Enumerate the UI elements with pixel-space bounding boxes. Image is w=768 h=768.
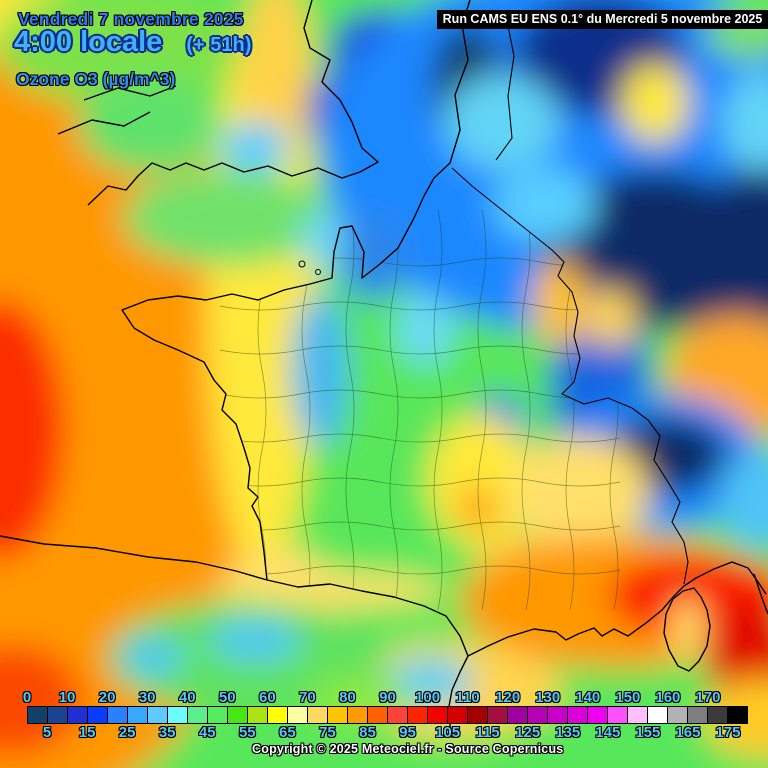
scale-tick-label: 160: [655, 689, 681, 706]
scale-cell: [527, 706, 548, 724]
scale-cell: [647, 706, 668, 724]
scale-tick-label: 130: [535, 689, 561, 706]
scale-cell: [287, 706, 308, 724]
scale-tick-label: 5: [42, 724, 52, 741]
scale-tick-label: 50: [218, 689, 236, 706]
color-scale: [27, 706, 748, 724]
scale-tick-label: 120: [495, 689, 521, 706]
parameter-label: Ozone O3 (µg/m^3): [16, 69, 176, 89]
scale-cell: [727, 706, 748, 724]
scale-cell: [147, 706, 168, 724]
scale-tick-label: 105: [435, 724, 461, 741]
scale-tick-label: 10: [58, 689, 76, 706]
local-time-label: 4:00 locale: [14, 26, 163, 58]
scale-cell: [627, 706, 648, 724]
scale-cell: [27, 706, 48, 724]
scale-cell: [47, 706, 68, 724]
country-borders: [451, 15, 689, 585]
scale-cell: [507, 706, 528, 724]
scale-cell: [107, 706, 128, 724]
coastlines: [0, 0, 768, 739]
channel-island: [298, 260, 306, 268]
scale-cell: [407, 706, 428, 724]
scale-cell: [427, 706, 448, 724]
scale-cell: [167, 706, 188, 724]
scale-cell: [587, 706, 608, 724]
scale-tick-label: 150: [615, 689, 641, 706]
scale-cell: [487, 706, 508, 724]
scale-tick-label: 30: [138, 689, 156, 706]
scale-cell: [227, 706, 248, 724]
scale-tick-label: 80: [339, 689, 356, 706]
scale-tick-label: 60: [258, 689, 276, 706]
scale-cell: [607, 706, 628, 724]
scale-tick-label: 45: [198, 724, 216, 741]
copyright-label: Copyright © 2025 Meteociel.fr - Source C…: [252, 742, 564, 756]
scale-tick-label: 95: [399, 724, 416, 741]
scale-tick-label: 85: [359, 724, 376, 741]
scale-tick-label: 90: [379, 689, 396, 706]
scale-cell: [687, 706, 708, 724]
forecast-offset-label: (+ 51h): [186, 34, 252, 56]
scale-tick-label: 25: [118, 724, 136, 741]
scale-tick-label: 75: [319, 724, 336, 741]
scale-tick-label: 175: [715, 724, 741, 741]
scale-tick-label: 110: [455, 689, 480, 706]
scale-cell: [327, 706, 348, 724]
scale-tick-label: 15: [78, 724, 96, 741]
scale-tick-label: 55: [238, 724, 256, 741]
scale-tick-label: 135: [555, 724, 581, 741]
scale-cell: [207, 706, 228, 724]
scale-tick-label: 35: [158, 724, 176, 741]
scale-cell: [367, 706, 388, 724]
scale-top-labels: 0 10 20 30 40 50 60 70 80 90 100 110 120 130 140 150 160…: [0, 689, 768, 706]
scale-cell: [547, 706, 568, 724]
scale-cell: [447, 706, 468, 724]
scale-tick-label: 165: [675, 724, 701, 741]
scale-cell: [307, 706, 328, 724]
scale-tick-label: 170: [695, 689, 721, 706]
scale-tick-label: 100: [415, 689, 441, 706]
scale-tick-label: 0: [22, 689, 32, 706]
scale-cell: [467, 706, 488, 724]
scale-tick-label: 20: [98, 689, 116, 706]
scale-tick-label: 155: [635, 724, 661, 741]
scale-tick-label: 125: [515, 724, 541, 741]
scale-cell: [387, 706, 408, 724]
run-info-bar: Run CAMS EU ENS 0.1° du Mercredi 5 novem…: [437, 10, 768, 29]
scale-tick-label: 70: [299, 689, 316, 706]
scale-tick-label: 115: [475, 724, 500, 741]
scale-cell: [187, 706, 208, 724]
scale-cell: [567, 706, 588, 724]
scale-tick-label: 140: [575, 689, 601, 706]
scale-tick-label: 145: [595, 724, 621, 741]
scale-bottom-labels: 5 15 25 35 45 55 65 75 85 95 105 115 125 135 145 155 165…: [0, 724, 768, 741]
channel-island: [315, 269, 321, 275]
scale-cell: [87, 706, 108, 724]
scale-cell: [347, 706, 368, 724]
scale-cell: [267, 706, 288, 724]
scale-tick-label: 65: [279, 724, 296, 741]
time-row: 4:00 locale (+ 51h): [14, 26, 251, 59]
date-label: Vendredi 7 novembre 2025: [18, 9, 244, 29]
scale-tick-label: 40: [178, 689, 196, 706]
scale-cell: [707, 706, 728, 724]
scale-cell: [247, 706, 268, 724]
scale-cell: [67, 706, 88, 724]
scale-cell: [127, 706, 148, 724]
scale-cell: [667, 706, 688, 724]
